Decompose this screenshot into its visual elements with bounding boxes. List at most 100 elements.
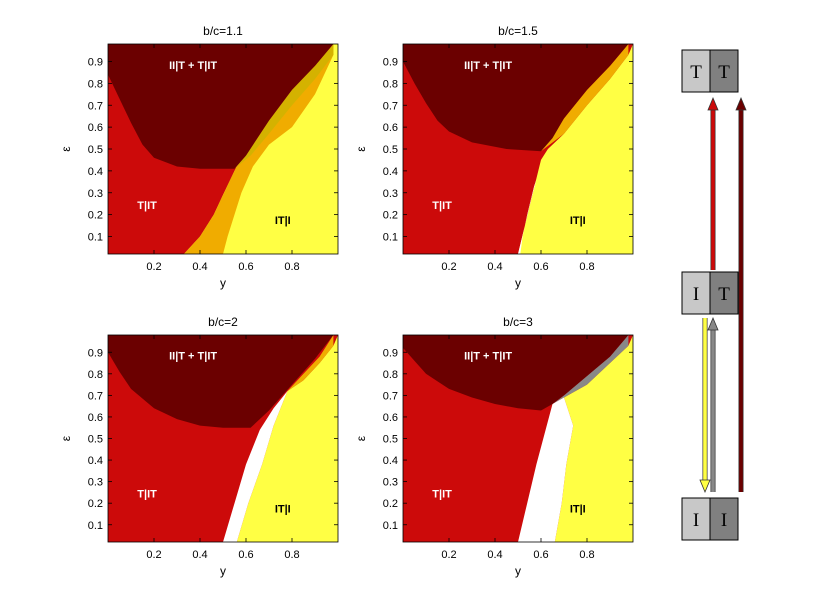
region-white-gap	[223, 391, 288, 542]
transition-diagram: T TI TI I	[681, 49, 747, 541]
region-label: II|T + T|IT	[169, 60, 217, 72]
state-left-label: T	[690, 62, 702, 83]
y-axis-label: ε	[354, 146, 368, 152]
y-tick-label: 0.2	[88, 498, 103, 510]
region-label: II|T + T|IT	[169, 350, 217, 362]
y-tick-label: 0.8	[88, 369, 103, 381]
y-tick-label: 0.7	[88, 100, 103, 112]
x-tick-label: 0.4	[192, 261, 207, 273]
region-IT|I	[518, 44, 633, 254]
y-tick-label: 0.1	[88, 520, 103, 532]
x-axis-label: y	[220, 564, 226, 578]
y-tick-label: 0.5	[383, 144, 398, 156]
y-tick-label: 0.3	[383, 477, 398, 489]
y-tick-label: 0.2	[88, 210, 103, 222]
phase-panel-3: II|T + T|IT T|IT IT|I 0.2 0.4 0.6 0.8 0.1 0.2 0.3…	[59, 315, 339, 578]
y-tick-label: 0.1	[88, 232, 103, 244]
region-overlap	[234, 44, 334, 169]
x-tick-label: 0.8	[284, 549, 299, 561]
x-axis-label: y	[220, 276, 226, 290]
arrow-IT-to-II	[699, 318, 711, 494]
panel-title: b/c=3	[503, 315, 533, 329]
y-tick-label: 0.1	[383, 520, 398, 532]
y-tick-label: 0.4	[88, 166, 103, 178]
panel-title: b/c=2	[208, 315, 238, 329]
y-tick-label: 0.1	[383, 232, 398, 244]
region-white-gap	[518, 397, 574, 542]
region-II|T-T|IT	[108, 44, 338, 169]
y-tick-label: 0.2	[383, 210, 398, 222]
y-axis-label: ε	[354, 435, 368, 441]
y-tick-label: 0.4	[383, 455, 398, 467]
state-right-label: I	[721, 510, 727, 531]
y-tick-label: 0.6	[383, 122, 398, 134]
phase-panel-1: II|T + T|IT T|IT IT|I 0.2 0.4 0.6 0.8 0.1 0.2 0.3…	[59, 24, 339, 290]
x-tick-label: 0.6	[533, 261, 548, 273]
panel-title: b/c=1.5	[498, 24, 538, 38]
y-tick-label: 0.7	[88, 390, 103, 402]
phase-panel-2: II|T + T|IT T|IT IT|I 0.2 0.4 0.6 0.8 0.1 0.2 0.3…	[354, 24, 634, 290]
y-tick-label: 0.8	[88, 78, 103, 90]
x-tick-label: 0.4	[487, 261, 502, 273]
y-tick-label: 0.7	[383, 390, 398, 402]
x-tick-label: 0.2	[441, 261, 456, 273]
state-left-label: I	[693, 510, 699, 531]
y-tick-label: 0.5	[88, 144, 103, 156]
region-label: IT|I	[275, 215, 291, 227]
region-bistable	[541, 44, 629, 152]
y-tick-label: 0.8	[383, 369, 398, 381]
y-tick-label: 0.6	[88, 122, 103, 134]
region-label: T|IT	[432, 488, 452, 500]
region-label: II|T + T|IT	[464, 60, 512, 72]
y-tick-label: 0.7	[383, 100, 398, 112]
y-tick-label: 0.5	[383, 434, 398, 446]
y-tick-label: 0.6	[383, 412, 398, 424]
x-tick-label: 0.2	[146, 261, 161, 273]
y-tick-label: 0.3	[88, 477, 103, 489]
y-tick-label: 0.9	[383, 347, 398, 359]
y-tick-label: 0.5	[88, 434, 103, 446]
x-tick-label: 0.6	[533, 549, 548, 561]
y-tick-label: 0.4	[383, 166, 398, 178]
y-tick-label: 0.8	[383, 78, 398, 90]
region-label: IT|I	[570, 215, 586, 227]
y-axis-label: ε	[59, 146, 73, 152]
x-tick-label: 0.4	[487, 549, 502, 561]
arrow-II-to-TT	[735, 96, 747, 492]
region-IT|I	[554, 335, 633, 542]
region-IT|I	[236, 335, 338, 542]
region-II|T-T|IT	[108, 335, 338, 428]
region-label: II|T + T|IT	[464, 350, 512, 362]
region-label: T|IT	[137, 488, 157, 500]
y-tick-label: 0.2	[383, 498, 398, 510]
state-right-label: T	[718, 62, 730, 83]
x-tick-label: 0.6	[238, 261, 253, 273]
arrow-IT-to-TT	[707, 96, 719, 270]
x-axis-label: y	[515, 276, 521, 290]
region-II|T-T|IT	[403, 44, 633, 152]
region-label: T|IT	[432, 200, 452, 212]
phase-panel-4: II|T + T|IT T|IT IT|I 0.2 0.4 0.6 0.8 0.1 0.2 0.3…	[354, 315, 634, 578]
y-tick-label: 0.4	[88, 455, 103, 467]
y-tick-label: 0.3	[383, 188, 398, 200]
y-tick-label: 0.9	[88, 347, 103, 359]
region-label: T|IT	[137, 200, 157, 212]
x-tick-label: 0.4	[192, 549, 207, 561]
x-tick-label: 0.6	[238, 549, 253, 561]
state-right-label: T	[718, 284, 730, 305]
region-white-gap	[518, 179, 537, 254]
y-axis-label: ε	[59, 435, 73, 441]
region-II|T-T|IT	[403, 335, 633, 411]
y-tick-label: 0.6	[88, 412, 103, 424]
x-tick-label: 0.2	[146, 549, 161, 561]
x-axis-label: y	[515, 564, 521, 578]
y-tick-label: 0.9	[88, 57, 103, 69]
x-tick-label: 0.8	[579, 261, 594, 273]
y-tick-label: 0.3	[88, 188, 103, 200]
y-tick-label: 0.9	[383, 57, 398, 69]
state-left-label: I	[693, 284, 699, 305]
